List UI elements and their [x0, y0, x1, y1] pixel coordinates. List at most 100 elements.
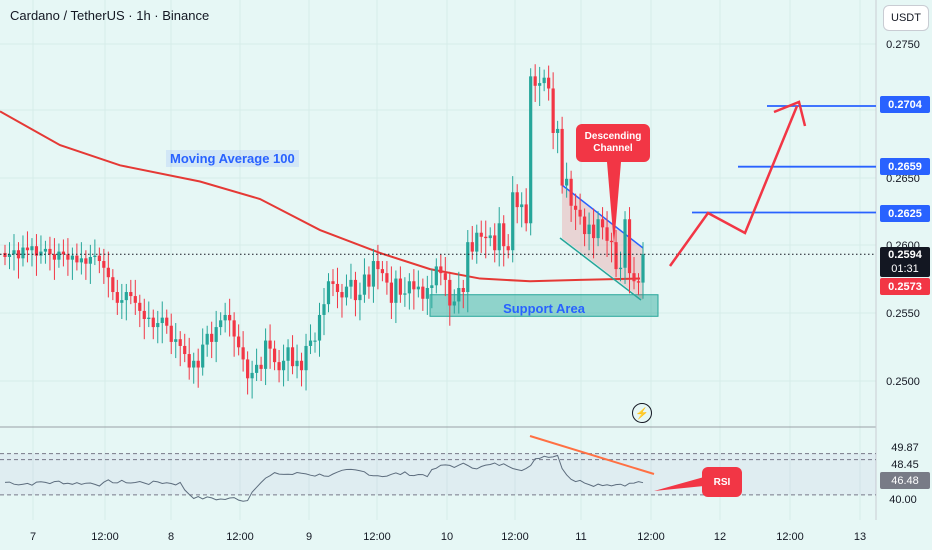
candle-body	[237, 336, 241, 348]
y-tick-label: 0.2550	[886, 308, 920, 320]
ma-price-tag: 0.2573	[880, 278, 930, 295]
candle-body	[88, 256, 92, 264]
current-price: 0.2594	[888, 249, 922, 261]
candle-body	[439, 266, 443, 274]
candle-body	[371, 261, 376, 287]
x-tick-label: 12:00	[91, 531, 119, 543]
candle-body	[596, 219, 600, 239]
candle-body	[515, 192, 519, 208]
candle-body	[286, 347, 290, 361]
candle-body	[322, 304, 326, 315]
candle-body	[61, 251, 66, 255]
candle-body	[627, 219, 632, 274]
rsi-pointer	[654, 477, 704, 491]
candle-body	[547, 77, 551, 89]
candle-body	[538, 83, 542, 86]
candle-body	[524, 204, 528, 224]
candle-body	[362, 274, 367, 295]
target-tag-2659: 0.2659	[880, 158, 930, 175]
rsi-callout: RSI	[702, 467, 742, 497]
candle-body	[560, 128, 564, 186]
candle-body	[376, 261, 380, 270]
candle-body	[147, 317, 151, 319]
candle-body	[12, 250, 16, 255]
candle-body	[398, 278, 402, 295]
candle-body	[578, 209, 582, 217]
candle-body	[25, 247, 30, 251]
candle-body	[138, 302, 142, 311]
candle-body	[97, 255, 101, 262]
candle-body	[183, 345, 187, 355]
candle-body	[255, 364, 259, 373]
candle-body	[448, 279, 452, 306]
candle-body	[201, 344, 205, 368]
candle-body	[133, 296, 137, 303]
rsi-level-mid: 48.45	[891, 458, 919, 471]
candle-body	[205, 333, 209, 345]
candle-body	[556, 128, 560, 133]
moving-average-line	[0, 110, 641, 283]
x-tick-label: 12:00	[637, 531, 665, 543]
candle-body	[210, 333, 214, 342]
candle-body	[488, 235, 492, 239]
candle-body	[295, 360, 299, 367]
y-tick-label: 0.2500	[886, 376, 920, 388]
candle-body	[219, 320, 223, 328]
channel-callout-line1: Descending	[584, 131, 642, 142]
x-tick-label: 8	[168, 531, 174, 543]
candle-body	[340, 292, 344, 298]
x-tick-label: 12:00	[226, 531, 254, 543]
candle-body	[443, 273, 447, 280]
bolt-icon[interactable]: ⚡	[632, 403, 652, 423]
candle-body	[272, 348, 277, 363]
candle-body	[79, 258, 83, 263]
candle-body	[102, 261, 106, 268]
candle-body	[600, 219, 605, 228]
candle-body	[349, 279, 353, 287]
candle-body	[641, 254, 645, 283]
candle-body	[479, 232, 483, 237]
candle-body	[614, 242, 618, 270]
candle-body	[565, 178, 569, 186]
candle-body	[66, 254, 70, 260]
chart-title: Cardano / TetherUS · 1h · Binance	[10, 8, 210, 23]
rsi-level-high: 49.87	[891, 441, 919, 454]
countdown: 01:31	[891, 263, 919, 275]
candle-body	[416, 286, 420, 290]
candle-body	[326, 281, 331, 305]
candle-body	[120, 300, 124, 303]
current-price-tag: 0.2594 01:31	[880, 247, 930, 277]
candle-body	[111, 277, 115, 293]
candle-body	[636, 281, 641, 283]
candle-body	[174, 339, 178, 342]
callout-pointer	[607, 162, 621, 245]
candle-body	[587, 224, 591, 235]
candlestick-series	[3, 64, 645, 399]
candle-body	[43, 248, 48, 252]
candle-body	[263, 340, 268, 369]
candle-body	[623, 219, 627, 268]
rsi-band-fill	[0, 453, 876, 495]
candle-body	[304, 345, 308, 371]
candle-body	[353, 279, 358, 301]
candle-body	[259, 364, 263, 369]
projection-path	[668, 105, 799, 267]
candle-body	[529, 76, 533, 224]
candle-body	[232, 320, 236, 337]
candle-body	[385, 273, 389, 283]
candle-body	[407, 281, 411, 294]
candle-body	[223, 314, 227, 321]
candle-body	[317, 314, 322, 341]
rsi-line	[4, 454, 644, 502]
candle-body	[165, 317, 169, 326]
x-tick-label: 11	[575, 531, 586, 543]
rsi-divergence-line	[529, 435, 655, 475]
candle-body	[21, 247, 25, 259]
x-tick-label: 12:00	[501, 531, 529, 543]
currency-button[interactable]: USDT	[883, 5, 929, 31]
candle-body	[16, 250, 21, 259]
channel-lower	[559, 237, 642, 301]
candle-body	[533, 76, 537, 86]
candle-body	[115, 292, 119, 303]
